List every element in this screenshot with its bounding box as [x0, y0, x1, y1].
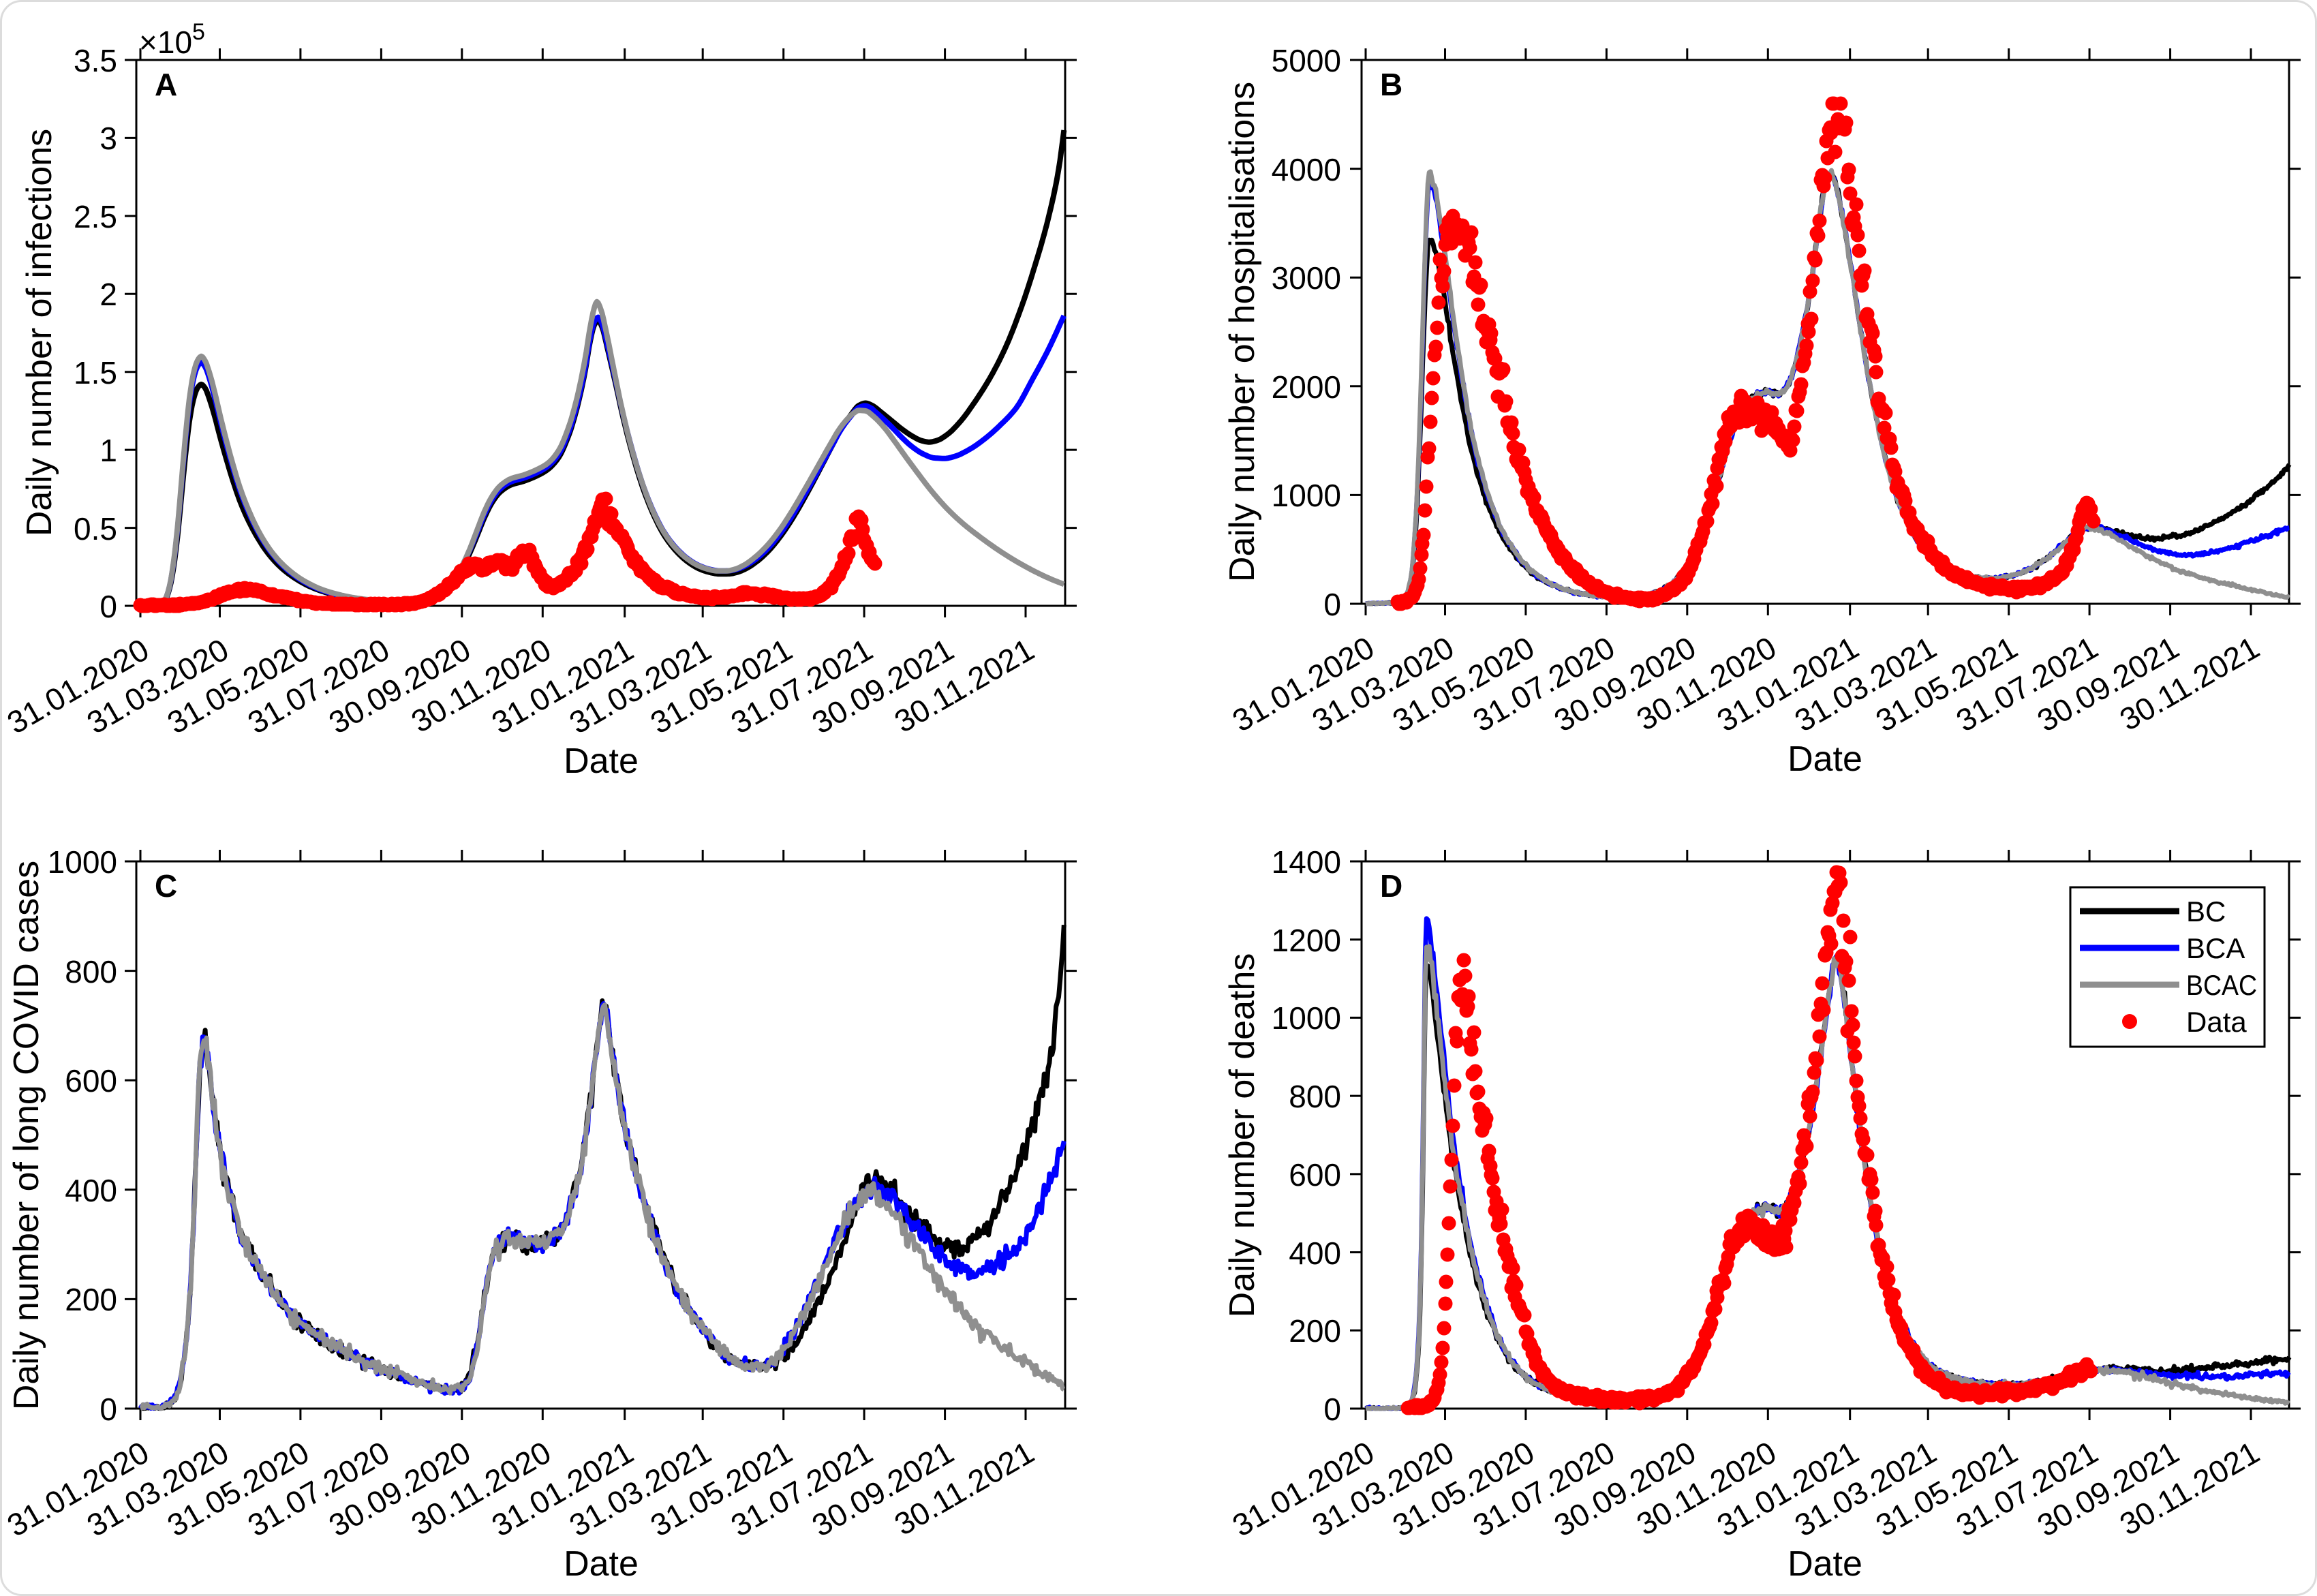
svg-text:Daily number of deaths: Daily number of deaths: [1223, 953, 1262, 1318]
svg-text:2000: 2000: [1272, 369, 1341, 405]
svg-text:1: 1: [99, 433, 117, 468]
svg-text:3.5: 3.5: [74, 43, 117, 78]
svg-text:0.5: 0.5: [74, 511, 117, 547]
svg-text:600: 600: [1289, 1157, 1341, 1193]
svg-text:D: D: [1380, 868, 1402, 904]
svg-text:0: 0: [1323, 587, 1341, 622]
svg-text:Date: Date: [1787, 739, 1862, 779]
svg-text:B: B: [1380, 67, 1402, 102]
svg-text:600: 600: [65, 1063, 117, 1099]
svg-text:3000: 3000: [1272, 260, 1341, 296]
svg-text:C: C: [155, 868, 177, 904]
svg-text:1000: 1000: [1272, 478, 1341, 513]
svg-text:3: 3: [99, 121, 117, 156]
svg-text:A: A: [155, 67, 177, 102]
svg-text:400: 400: [1289, 1236, 1341, 1271]
svg-text:Date: Date: [564, 1544, 639, 1584]
svg-text:200: 200: [65, 1282, 117, 1317]
svg-text:Date: Date: [564, 741, 639, 781]
svg-text:Daily number of hospitalisatio: Daily number of hospitalisations: [1223, 82, 1262, 582]
svg-text:0: 0: [99, 589, 117, 624]
svg-text:BC: BC: [2186, 895, 2226, 927]
svg-text:2.5: 2.5: [74, 199, 117, 234]
svg-text:0: 0: [99, 1392, 117, 1427]
svg-text:0: 0: [1323, 1392, 1341, 1427]
svg-text:400: 400: [65, 1173, 117, 1208]
svg-text:Daily number of infections: Daily number of infections: [20, 129, 59, 536]
svg-text:800: 800: [65, 954, 117, 989]
svg-text:1000: 1000: [48, 844, 117, 880]
svg-text:1400: 1400: [1272, 844, 1341, 880]
svg-text:800: 800: [1289, 1079, 1341, 1114]
svg-text:200: 200: [1289, 1313, 1341, 1349]
svg-text:2: 2: [99, 277, 117, 312]
svg-text:4000: 4000: [1272, 152, 1341, 187]
svg-text:Date: Date: [1787, 1544, 1862, 1584]
svg-text:Data: Data: [2186, 1006, 2247, 1038]
svg-text:BCA: BCA: [2186, 932, 2245, 964]
svg-text:5000: 5000: [1272, 43, 1341, 78]
svg-text:1.5: 1.5: [74, 355, 117, 390]
svg-text:1200: 1200: [1272, 923, 1341, 958]
svg-text:Daily number of long COVID cas: Daily number of long COVID cases: [7, 861, 46, 1410]
svg-text:×105: ×105: [139, 19, 205, 60]
svg-text:BCAC: BCAC: [2186, 969, 2257, 1001]
svg-text:1000: 1000: [1272, 1000, 1341, 1036]
